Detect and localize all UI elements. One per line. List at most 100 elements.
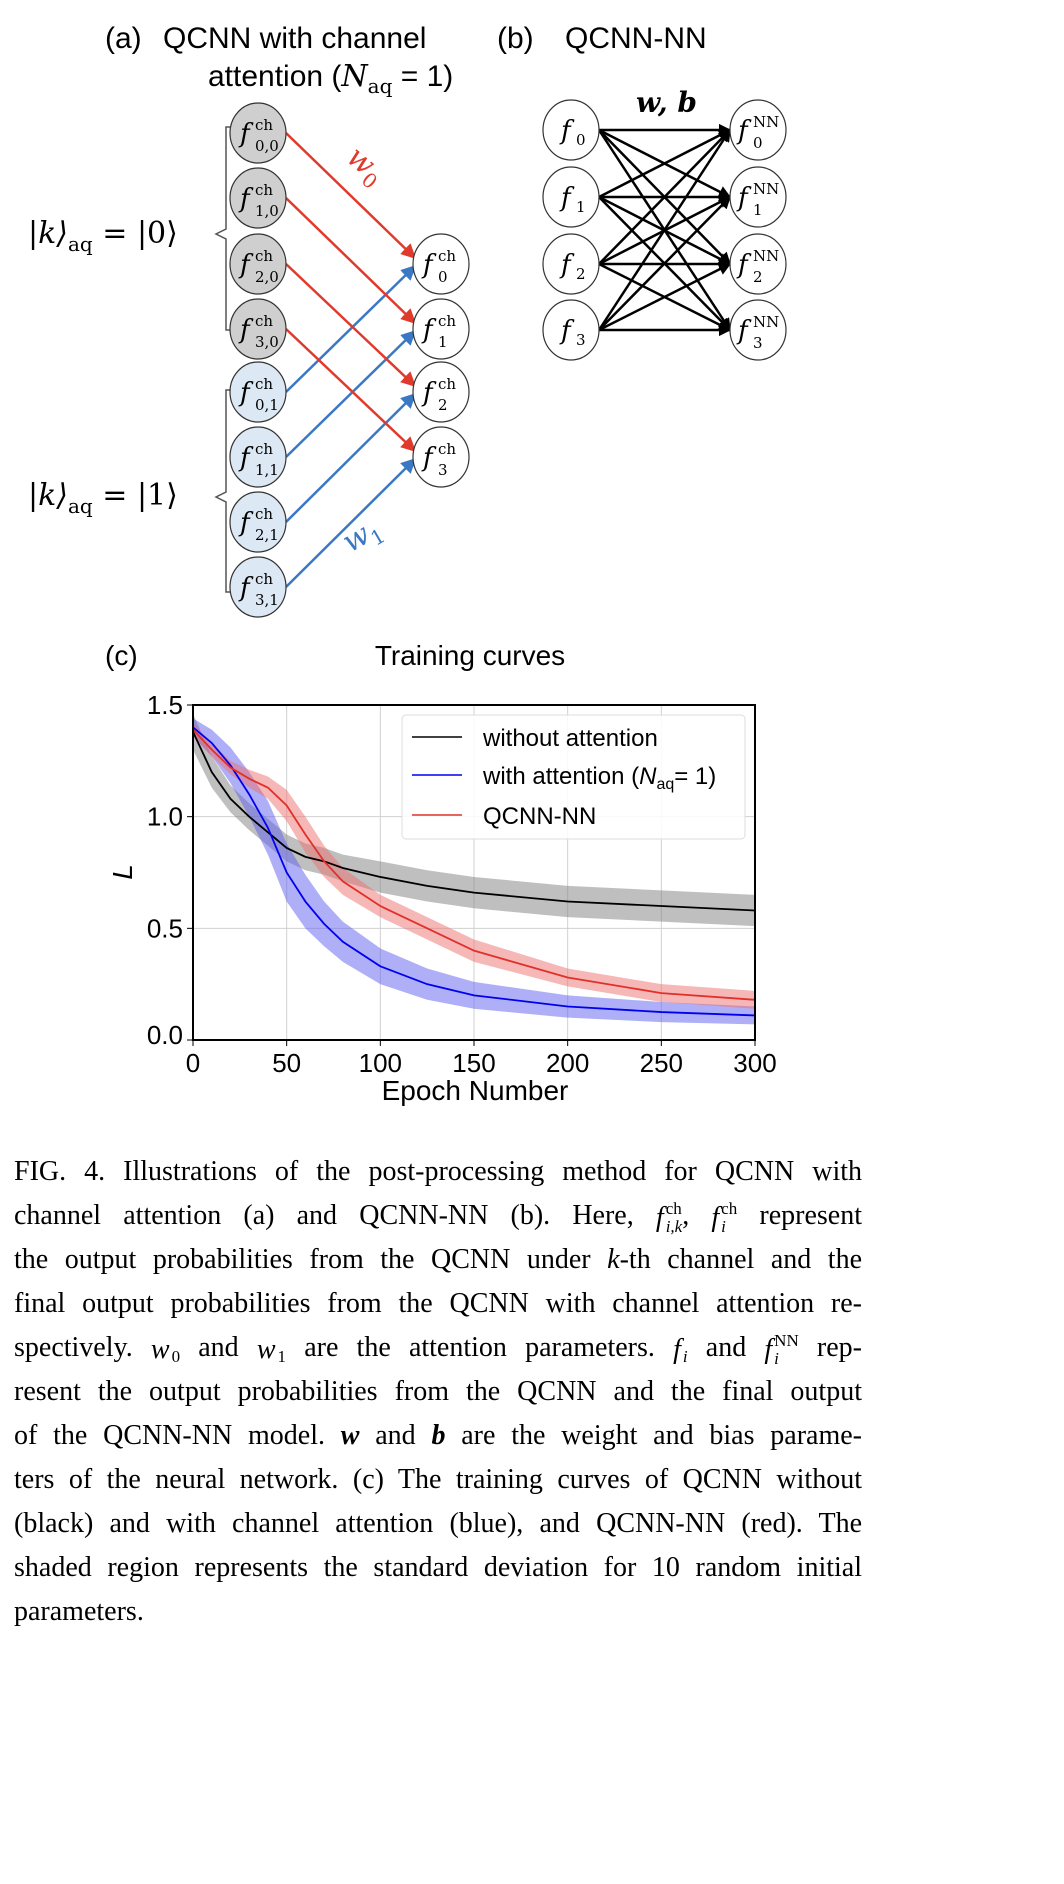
node-label-sub: 1,0: [255, 202, 279, 220]
w1-arrow: [285, 329, 417, 458]
node-label-sub: 1: [438, 333, 448, 351]
x-tick-label: 200: [546, 1048, 589, 1078]
node-label-sup: ch: [255, 440, 273, 458]
panel-c-label: (c): [105, 640, 138, 671]
node-label-sup: ch: [438, 312, 456, 330]
w0-label: w0: [337, 139, 392, 194]
node-label-sup: ch: [438, 247, 456, 265]
node-label-sup: NN: [753, 113, 779, 131]
y-tick-label: 1.0: [147, 802, 183, 832]
legend-label-with-attention: with attention (Naq= 1): [482, 763, 716, 793]
caption-line: (black) and with channel attention (blue…: [14, 1502, 862, 1546]
caption-line: ters of the neural network. (c) The trai…: [14, 1458, 862, 1502]
node-label-sup: ch: [255, 570, 273, 588]
output-node: [412, 426, 470, 488]
w0-arrow: [285, 132, 417, 260]
node-label-sub: 2,0: [255, 268, 279, 286]
node-label-sub: 2,1: [255, 526, 279, 544]
plot-frame: [192, 704, 756, 1041]
caption-text: shaded region represents the standard de…: [14, 1552, 862, 1583]
input-node-k1: [229, 556, 287, 618]
caption-text: represent: [737, 1200, 862, 1231]
input-node-k0: [229, 167, 287, 229]
caption-line: of the QCNN-NN model. w and b are the we…: [14, 1414, 862, 1458]
panel-a-label: (a): [105, 22, 142, 55]
caption-text: parameters.: [14, 1596, 144, 1627]
y-tick-label: 0.0: [147, 1020, 183, 1050]
caption-text: k: [607, 1244, 620, 1275]
legend-label-qcnn-nn: QCNN-NN: [483, 803, 596, 830]
y-tick-label: 1.5: [147, 690, 183, 720]
panel-a-nodes: f ch0,0f ch1,0f ch2,0f ch3,0f ch0,1f ch1,1f ch2…: [229, 102, 470, 618]
node-label-sub: 1: [753, 201, 763, 219]
caption-text: are the weight and bias parame-: [445, 1420, 862, 1451]
caption-line: final output probabilities from the QCNN…: [14, 1282, 862, 1326]
node-label-sup: ch: [255, 375, 273, 393]
chart-legend: without attention with attention (Naq= 1…: [401, 714, 746, 840]
brace-k0: [214, 126, 238, 331]
caption-text: rep-: [798, 1332, 862, 1363]
legend-label-without-attention: without attention: [482, 725, 658, 752]
node-label-sup: ch: [255, 312, 273, 330]
caption-text: of the QCNN-NN model.: [14, 1420, 341, 1451]
nn-connection: [597, 128, 732, 331]
node-label-sup: ch: [438, 375, 456, 393]
caption-text: FIG. 4. Illustrations of the post-proces…: [14, 1156, 862, 1187]
node-label-sub: 0,0: [255, 137, 279, 155]
w1-arrow: [285, 264, 417, 393]
panel-b-title: QCNN-NN: [565, 22, 707, 55]
figure-caption: FIG. 4. Illustrations of the post-proces…: [14, 1150, 862, 1634]
nn-connection: [598, 262, 732, 332]
group-k0-label: |k⟩aq = |0⟩: [28, 216, 178, 256]
caption-text: and: [359, 1420, 432, 1451]
y-axis-label: L: [107, 864, 138, 880]
output-node: [412, 298, 470, 360]
output-node: [412, 233, 470, 295]
node-label-sup: ch: [255, 181, 273, 199]
node-label-sup: ch: [255, 505, 273, 523]
node-label-sup: ch: [438, 440, 456, 458]
nn-output-node: [729, 299, 787, 361]
training-curves-chart: 0 50 100 150 200 250 300 0.0 0.5 1.0 1.5: [147, 690, 777, 1078]
caption-text: resent the output probabilities from the…: [14, 1376, 862, 1407]
input-node-k0: [229, 102, 287, 164]
x-axis-label: Epoch Number: [382, 1075, 569, 1106]
node-label-sub: 0,1: [255, 396, 279, 414]
w0-arrow: [285, 263, 417, 388]
w1-arrow: [285, 457, 417, 588]
nn-input-node: [542, 99, 600, 161]
input-node-k1: [229, 491, 287, 553]
nn-output-node: [729, 99, 787, 161]
caption-line: channel attention (a) and QCNN-NN (b). H…: [14, 1194, 862, 1238]
caption-line: FIG. 4. Illustrations of the post-proces…: [14, 1150, 862, 1194]
node-label-sup: NN: [753, 313, 779, 331]
legend-box: [401, 714, 746, 840]
output-node: [412, 361, 470, 423]
nn-output-node: [729, 233, 787, 295]
caption-text: channel attention (a) and QCNN-NN (b). H…: [14, 1200, 656, 1231]
group-k1-label: |k⟩aq = |1⟩: [28, 478, 178, 518]
node-label-sub: 2: [438, 396, 448, 414]
panel-b-label: (b): [497, 22, 534, 55]
node-label-sup: ch: [255, 247, 273, 265]
node-label-sub: 0: [438, 268, 448, 286]
node-label-sub: 1: [576, 198, 586, 216]
math-symbol: f NN i: [764, 1330, 799, 1368]
node-label-sub: 3,0: [255, 333, 279, 351]
attention-arrows: [285, 132, 417, 588]
x-tick-label: 250: [640, 1048, 683, 1078]
w0-arrow: [285, 328, 417, 453]
node-label-sub: 2: [753, 268, 763, 286]
nn-connection: [598, 196, 731, 331]
input-node-k1: [229, 426, 287, 488]
caption-text: b: [431, 1420, 446, 1451]
y-tick-label: 0.5: [147, 913, 183, 943]
x-tick-label: 0: [186, 1048, 200, 1078]
math-symbol: f ch i: [711, 1198, 738, 1236]
x-tick-label: 100: [359, 1048, 402, 1078]
caption-line: parameters.: [14, 1590, 862, 1634]
w0-arrow: [285, 197, 417, 325]
